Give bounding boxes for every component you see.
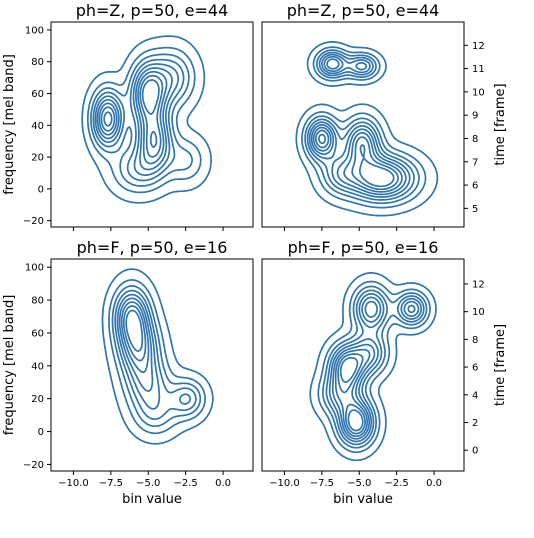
contour-level-1 [309, 272, 437, 462]
y-tick-label: 0 [38, 427, 44, 438]
panel-title: ph=F, p=50, e=16 [288, 238, 439, 257]
chart-panel-2: ph=Z, p=50, e=44 5 6 7 8 9 10 11 12 time [frame] [261, 1, 508, 231]
y-tick-label: 100 [25, 25, 44, 36]
y-tick-label: 40 [31, 121, 44, 132]
contour-level-1 [295, 41, 439, 217]
y-tick-label: 10 [472, 87, 485, 98]
contour-level-9 [318, 133, 395, 188]
x-tick-label: 0.0 [426, 478, 442, 489]
y-tick-label: 9 [472, 111, 478, 122]
contour-level-4 [306, 51, 415, 201]
y-tick-label: 0 [38, 184, 44, 195]
y-tick-label: 2 [472, 418, 478, 429]
axes-frame [50, 21, 254, 228]
x-tick-label: −5.0 [347, 478, 371, 489]
contour-group [81, 35, 213, 204]
contour-level-7 [98, 70, 168, 165]
y-tick-label: 20 [31, 153, 44, 164]
y-tick-label: 80 [31, 57, 44, 68]
y-tick-label: 8 [472, 335, 478, 346]
y-tick-label: 80 [31, 296, 44, 307]
contour-level-9 [339, 356, 364, 432]
y-tick-label: 100 [25, 263, 44, 274]
contour-level-3 [321, 285, 428, 449]
y-axis-label: frequency [mel band] [2, 54, 17, 195]
contour-level-2 [108, 279, 206, 435]
x-tick-label: −7.5 [310, 478, 334, 489]
y-tick-label: 40 [31, 361, 44, 372]
contour-level-2 [317, 280, 431, 454]
contour-level-3 [90, 53, 193, 187]
axes-frame [261, 258, 465, 472]
contour-level-8 [100, 74, 164, 158]
chart-panel-4: ph=F, p=50, e=16 −10.0 −7.5 −5.0 −2.5 0.0 0 2 4 6… [261, 238, 508, 507]
panel-title: ph=Z, p=50, e=44 [76, 1, 229, 20]
y-tick-label: 4 [472, 390, 478, 401]
contour-level-2 [86, 46, 202, 194]
contour-level-6 [96, 67, 173, 171]
y-tick-label: 7 [472, 157, 478, 168]
y-tick-label: −20 [23, 216, 44, 227]
x-tick-label: 0.0 [215, 478, 231, 489]
contour-level-3 [304, 49, 420, 205]
y-tick-label: 6 [472, 363, 478, 374]
contour-level-5 [94, 63, 179, 176]
contour-level-3 [111, 285, 202, 428]
contour-level-6 [331, 296, 420, 440]
y-tick-label: 8 [472, 134, 478, 145]
x-tick-label: −5.0 [136, 478, 160, 489]
y-tick-label: 5 [472, 204, 478, 215]
panel-title: ph=Z, p=50, e=44 [287, 1, 440, 20]
contour-level-5 [308, 53, 411, 198]
y-tick-label: 12 [472, 41, 485, 52]
y-axis-label: frequency [mel band] [2, 295, 17, 436]
y-tick-label: 0 [472, 446, 478, 457]
contour-level-9 [125, 309, 144, 352]
contour-level-9 [103, 79, 160, 148]
y-tick-label: 11 [472, 64, 485, 75]
contour-level-5 [116, 293, 192, 410]
contour-level-1 [101, 268, 214, 445]
contour-level-2 [301, 46, 427, 209]
contour-level-7 [312, 58, 403, 193]
contour-level-8 [337, 353, 366, 435]
x-axis-label: bin value [333, 492, 393, 507]
contour-level-4 [92, 58, 185, 182]
axes-frame [50, 258, 254, 472]
contour-level-5 [328, 293, 423, 443]
x-tick-label: −10.0 [269, 478, 300, 489]
contour-group [295, 41, 439, 217]
contour-level-1 [81, 35, 213, 204]
axes-frame [261, 21, 465, 228]
panel-title: ph=F, p=50, e=16 [77, 238, 228, 257]
chart-panel-1: ph=Z, p=50, e=44 −20 0 20 40 60 80 100 frequency… [2, 1, 254, 231]
y-tick-label: −20 [23, 460, 44, 471]
y-tick-label: 10 [472, 307, 485, 318]
contour-group [101, 268, 214, 445]
x-tick-label: −10.0 [58, 478, 89, 489]
contour-level-7 [120, 301, 150, 374]
x-axis-label: bin value [122, 492, 182, 507]
y-tick-label: 20 [31, 394, 44, 405]
x-tick-label: −7.5 [99, 478, 123, 489]
y-axis-label: time [frame] [493, 83, 508, 165]
y-tick-label: 60 [31, 89, 44, 100]
contour-level-6 [118, 297, 154, 392]
contour-level-8 [315, 129, 399, 191]
y-tick-label: 12 [472, 279, 485, 290]
x-tick-label: −2.5 [385, 478, 409, 489]
contour-level-8 [122, 305, 147, 362]
y-tick-label: 6 [472, 181, 478, 192]
contour-group [309, 272, 437, 462]
contour-level-4 [114, 289, 197, 421]
x-tick-label: −2.5 [174, 478, 198, 489]
contour-level-7 [334, 300, 416, 438]
y-axis-label: time [frame] [493, 324, 508, 406]
contour-level-4 [325, 289, 425, 446]
contour-level-6 [310, 55, 407, 196]
chart-panel-3: ph=F, p=50, e=16 −10.0 −7.5 −5.0 −2.5 0.0 −20 0… [2, 238, 254, 507]
y-tick-label: 60 [31, 328, 44, 339]
